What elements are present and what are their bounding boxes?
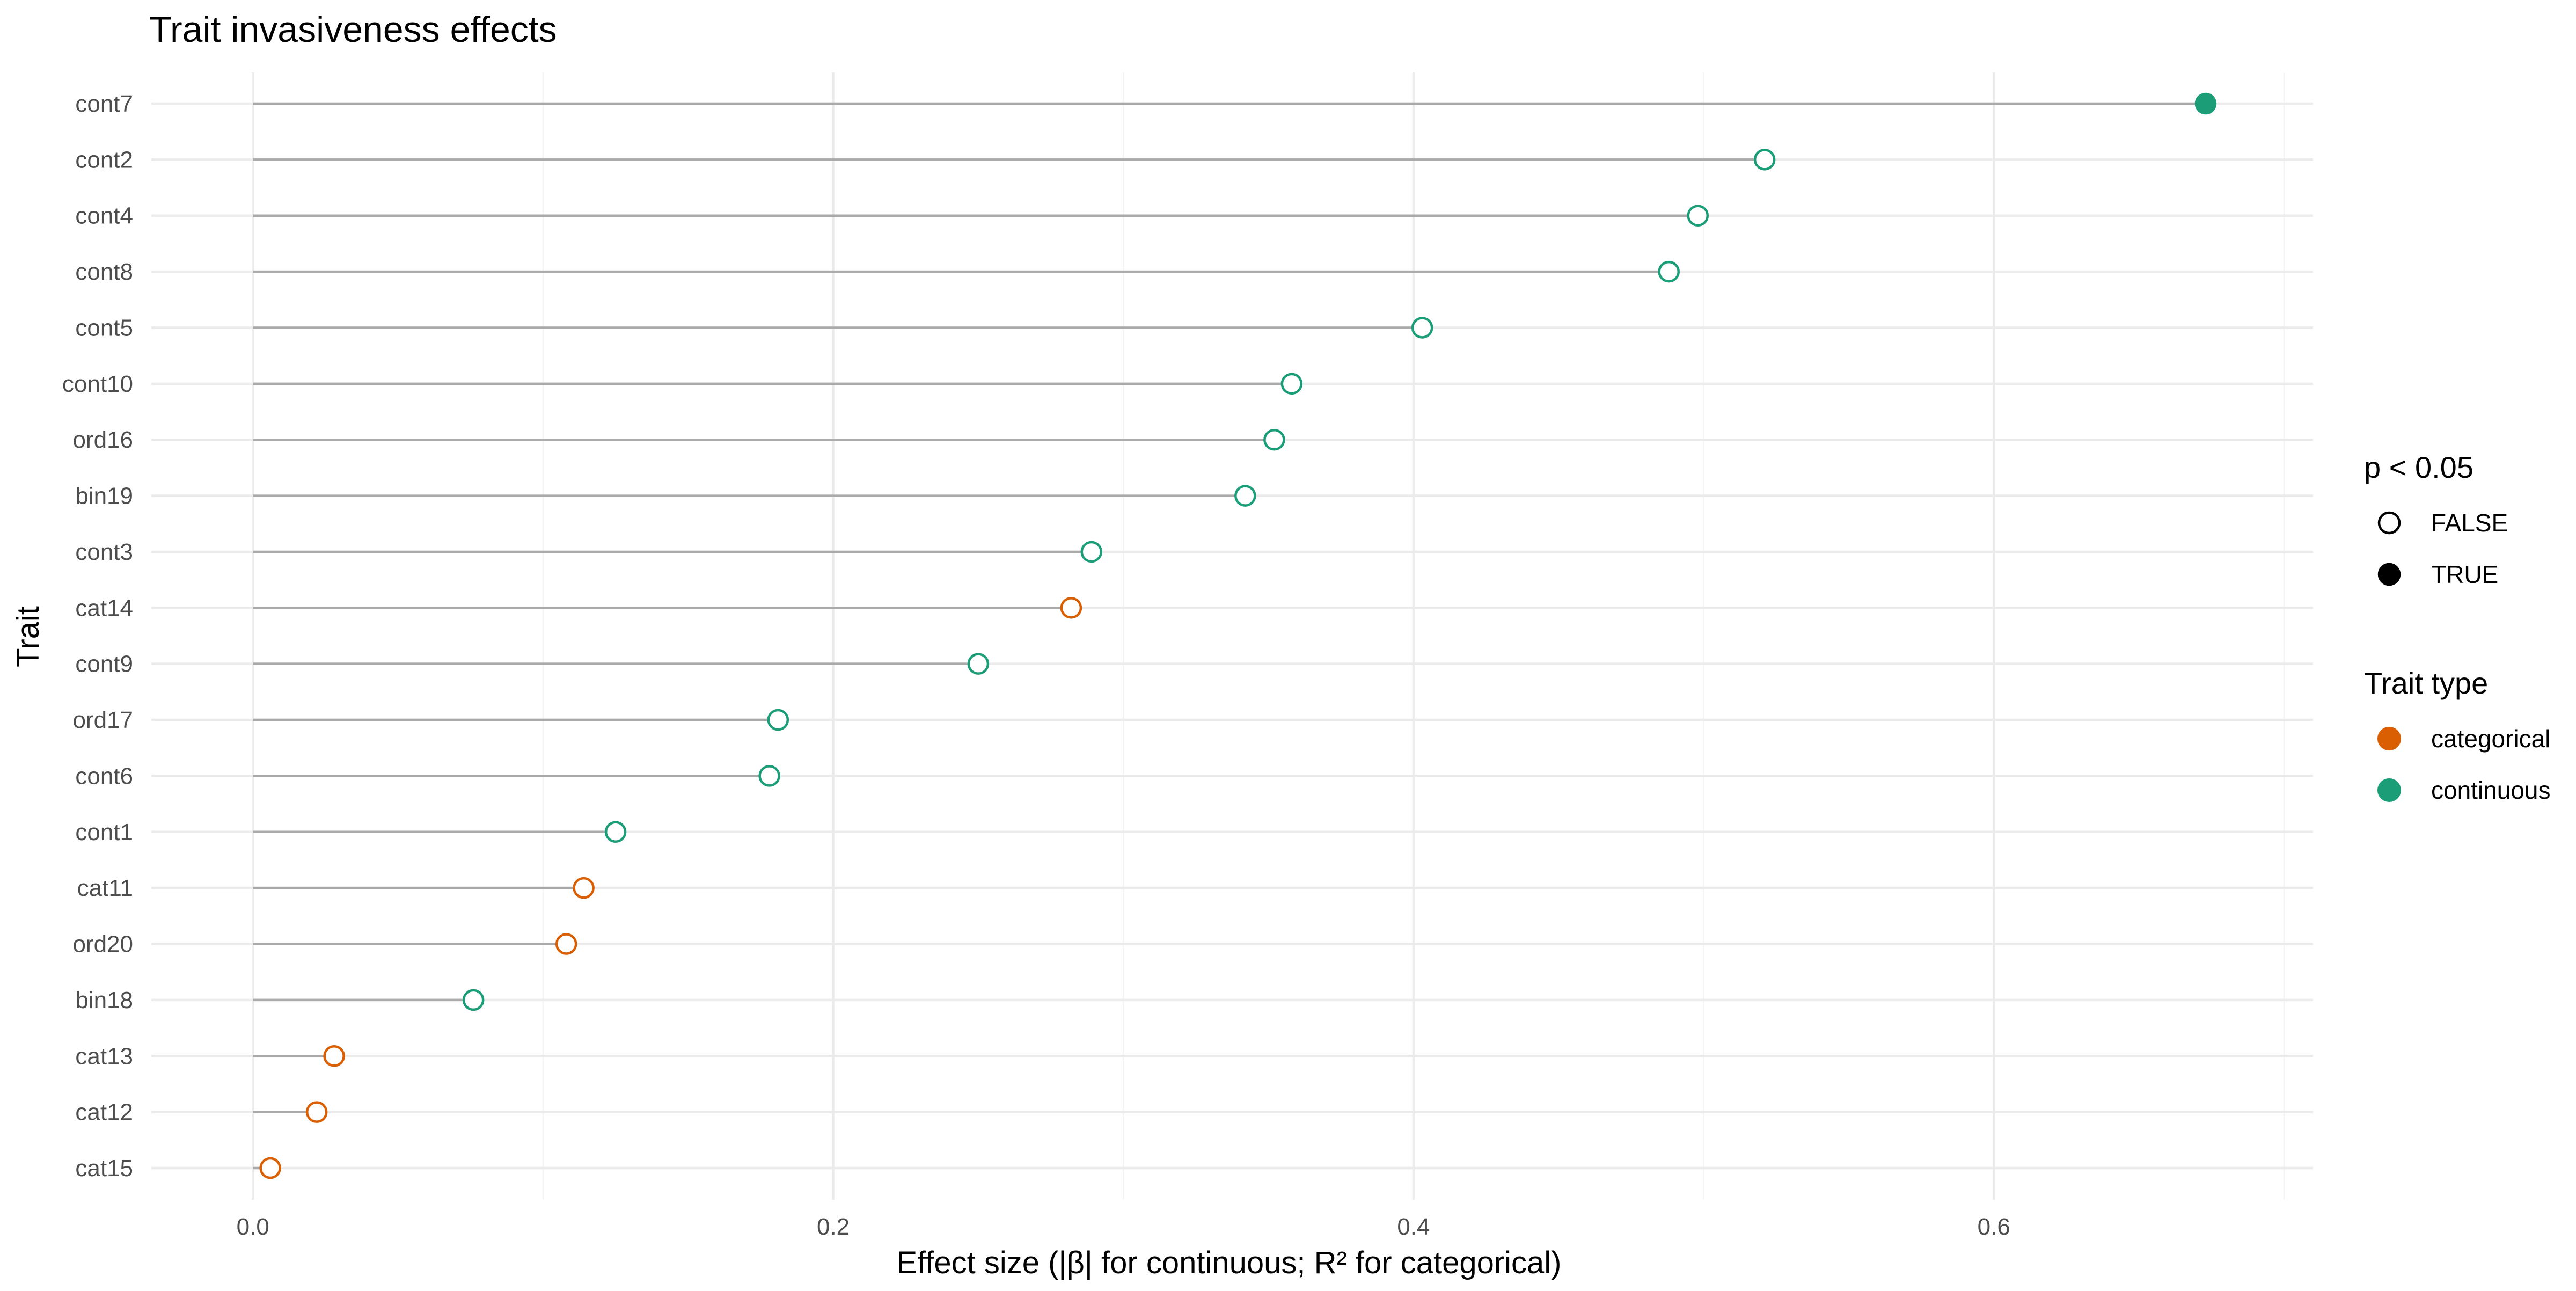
- y-tick-label: cat12: [75, 1099, 133, 1126]
- y-tick-label: cont10: [62, 371, 133, 397]
- y-tick-label: cont8: [75, 259, 133, 285]
- y-tick-label: cont3: [75, 539, 133, 565]
- y-tick-label: cont7: [75, 91, 133, 117]
- y-tick-label: cat14: [75, 595, 133, 621]
- point-cont3: [1080, 541, 1103, 563]
- y-tick-label: ord16: [72, 427, 133, 453]
- point-cat14: [1060, 597, 1082, 619]
- point-ord20: [555, 933, 577, 955]
- y-tick-label: bin19: [75, 483, 133, 509]
- points: [259, 92, 2217, 1179]
- y-tick-label: bin18: [75, 987, 133, 1013]
- y-tick-label: cont6: [75, 763, 133, 789]
- point-ord17: [767, 709, 789, 731]
- y-tick-label: cat11: [77, 875, 133, 901]
- legend-label: continuous: [2431, 776, 2551, 804]
- legend-label: FALSE: [2431, 509, 2508, 537]
- point-cat13: [323, 1045, 345, 1067]
- chart-title: Trait invasiveness effects: [149, 9, 557, 50]
- y-tick-label: cont4: [75, 203, 133, 229]
- y-tick-label: cat13: [75, 1043, 133, 1069]
- legend: p < 0.05 FALSE TRUE Trait type categorical co…: [2364, 450, 2551, 804]
- y-tick-label: cat15: [75, 1155, 133, 1181]
- point-cont6: [758, 765, 780, 787]
- y-axis-title: Trait: [11, 606, 46, 667]
- legend-trait-type: Trait type categorical continuous: [2364, 666, 2551, 804]
- point-cont7: [2194, 92, 2217, 115]
- point-ord16: [1263, 428, 1285, 451]
- point-cont9: [967, 653, 990, 675]
- point-cat15: [259, 1157, 281, 1179]
- point-bin19: [1234, 485, 1256, 507]
- x-tick-label: 0.6: [1978, 1214, 2010, 1240]
- legend-label: TRUE: [2431, 560, 2498, 588]
- y-tick-label: ord20: [72, 931, 133, 958]
- point-cont5: [1411, 317, 1433, 339]
- legend-key-false: [2377, 511, 2401, 535]
- legend-title: Trait type: [2364, 666, 2488, 700]
- point-cat12: [305, 1101, 328, 1123]
- point-cont1: [604, 821, 627, 843]
- legend-key-continuous: [2377, 778, 2401, 802]
- y-tick-label: ord17: [72, 707, 133, 733]
- x-axis-title: Effect size (|β| for continuous; R² for …: [896, 1245, 1561, 1280]
- point-cont8: [1658, 260, 1680, 283]
- point-cont2: [1753, 149, 1776, 171]
- legend-label: categorical: [2431, 725, 2550, 753]
- legend-key-true: [2377, 563, 2401, 586]
- y-tick-label: cont9: [75, 651, 133, 677]
- y-tick-label: cont1: [75, 819, 133, 845]
- x-tick-label: 0.4: [1397, 1214, 1430, 1240]
- point-cat11: [573, 877, 595, 899]
- stems: [253, 102, 2206, 1170]
- point-cont4: [1687, 205, 1709, 227]
- y-axis-tick-labels: cont7 cont2 cont4 cont8 cont5 cont10 ord16 bin1…: [62, 91, 133, 1181]
- y-tick-label: cont2: [75, 147, 133, 173]
- x-tick-label: 0.0: [237, 1214, 269, 1240]
- y-tick-label: cont5: [75, 315, 133, 341]
- legend-key-categorical: [2377, 727, 2401, 750]
- x-axis-tick-labels: 0.0 0.2 0.4 0.6: [237, 1214, 2010, 1240]
- legend-significance: p < 0.05 FALSE TRUE: [2364, 450, 2508, 588]
- legend-title: p < 0.05: [2364, 450, 2473, 484]
- point-cont10: [1280, 373, 1303, 395]
- grid: [151, 72, 2313, 1200]
- point-bin18: [462, 989, 485, 1011]
- x-tick-label: 0.2: [817, 1214, 850, 1240]
